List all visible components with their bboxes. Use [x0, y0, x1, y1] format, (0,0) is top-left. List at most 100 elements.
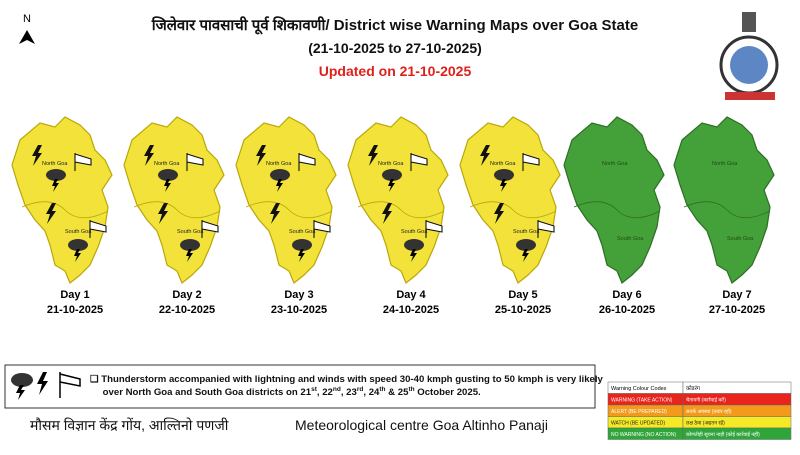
- state-outline: [673, 116, 775, 284]
- cloud-bolt: [410, 249, 417, 262]
- district-label: North Goa: [378, 161, 404, 167]
- legend-box: [4, 364, 596, 409]
- lightning-icon: [382, 203, 392, 224]
- cloud-icon: [404, 239, 424, 251]
- updated: Updated on 21-10-2025: [319, 63, 472, 79]
- day-label: Day 7: [722, 289, 751, 301]
- title: जिलेवार पावसाची पूर्व शिकावणी/ District …: [151, 16, 639, 35]
- code-local: सतर्क अवस्था (तयार रहो): [686, 408, 732, 415]
- windsock-icon: [522, 153, 540, 171]
- legend-segment: , 24: [363, 387, 380, 398]
- district-boundary: [469, 201, 557, 219]
- legend-segment: October 2025.: [415, 387, 481, 398]
- legend-segment: , 22: [317, 387, 333, 398]
- cloud-bolt: [500, 179, 507, 192]
- legend-sup: th: [379, 386, 385, 393]
- cloud-icon: [68, 239, 88, 251]
- state-outline: [123, 116, 225, 284]
- district-boundary: [133, 201, 221, 219]
- code-cell: [682, 427, 792, 440]
- footer-hindi: मौसम विज्ञान केंद्र गोंय, आल्तिनो पणजी: [30, 417, 229, 433]
- district-map: North Goa South Goa: [235, 116, 337, 284]
- district-boundary: [357, 201, 445, 219]
- emblem-top: [742, 12, 756, 32]
- district-label: South Goa: [177, 229, 204, 235]
- district-label: North Goa: [602, 161, 628, 167]
- period: (21-10-2025 to 27-10-2025): [308, 40, 482, 56]
- day-label: Day 6: [612, 289, 641, 301]
- legend-line: ❑ Thunderstorm accompanied with lightnin…: [90, 374, 604, 385]
- cloud-icon: [180, 239, 200, 251]
- emblem-ribbon: [725, 92, 775, 100]
- legend-sup: rd: [357, 386, 364, 393]
- lightning-icon: [46, 203, 56, 224]
- district-boundary: [245, 201, 333, 219]
- north-label: N: [23, 13, 31, 25]
- legend-sup: nd: [333, 386, 341, 393]
- footer-english: Meteorological centre Goa Altinho Panaji: [295, 417, 548, 433]
- state-outline: [11, 116, 113, 284]
- state-outline: [347, 116, 449, 284]
- district-label: South Goa: [727, 236, 754, 242]
- legend-segment: & 25: [386, 387, 410, 398]
- code-header: Warning Colour Codes: [611, 386, 667, 392]
- cloud-icon: [158, 169, 178, 181]
- code-label: ALERT (BE PREPARED): [611, 409, 667, 415]
- legend-sup: th: [408, 386, 414, 393]
- windsock-icon: [74, 153, 92, 171]
- cloud-bolt: [298, 249, 305, 262]
- district-label: South Goa: [617, 236, 644, 242]
- north-arrow: N: [19, 13, 35, 44]
- district-map: North Goa South Goa: [459, 116, 561, 284]
- cloud-icon: [46, 169, 66, 181]
- cloud-bolt: [522, 249, 529, 262]
- windsock-icon: [537, 220, 555, 238]
- legend-text: ❑ Thunderstorm accompanied with lightnin…: [90, 374, 604, 398]
- legend-bolt: [16, 385, 25, 400]
- state-outline: [235, 116, 337, 284]
- cloud-bolt: [74, 249, 81, 262]
- code-label: WATCH (BE UPDATED): [611, 421, 665, 427]
- date-label: 24-10-2025: [383, 304, 439, 316]
- legend-lightning: [37, 372, 48, 395]
- legend-segment: , 23: [341, 387, 357, 398]
- legend-line: over North Goa and South Goa districts o…: [100, 387, 312, 398]
- lightning-icon: [270, 203, 280, 224]
- windsock-icon: [298, 153, 316, 171]
- district-map: North Goa South Goa: [563, 116, 665, 284]
- district-map: North Goa South Goa: [673, 116, 775, 284]
- day-label: Day 4: [396, 289, 426, 301]
- windsock-icon: [89, 220, 107, 238]
- district-label: South Goa: [513, 229, 540, 235]
- date-label: 22-10-2025: [159, 304, 215, 316]
- legend-icons: [11, 372, 81, 400]
- day-label: Day 5: [508, 289, 537, 301]
- date-label: 27-10-2025: [709, 304, 765, 316]
- day-label: Day 3: [284, 289, 313, 301]
- code-label: NO WARNING (NO ACTION): [611, 432, 676, 438]
- code-local: चेतावनी (कार्रवाई करें): [686, 397, 726, 404]
- windsock-icon: [410, 153, 428, 171]
- district-map: North Goa South Goa: [347, 116, 449, 284]
- code-header: कोडरंग: [686, 385, 701, 392]
- district-boundary: [573, 201, 661, 219]
- lightning-icon: [144, 145, 154, 166]
- district-boundary: [683, 201, 771, 219]
- lightning-icon: [480, 145, 490, 166]
- day-label: Day 1: [60, 289, 89, 301]
- date-label: 25-10-2025: [495, 304, 551, 316]
- legend-windsock: [59, 372, 81, 398]
- district-label: South Goa: [401, 229, 428, 235]
- district-label: North Goa: [712, 161, 738, 167]
- cloud-bolt: [276, 179, 283, 192]
- district-label: North Goa: [266, 161, 292, 167]
- lightning-icon: [158, 203, 168, 224]
- windsock-icon: [201, 220, 219, 238]
- colour-code-table: Warning Colour Codes कोडरंग WARNING (TAKE …: [607, 381, 792, 440]
- district-label: North Goa: [154, 161, 180, 167]
- cloud-icon: [292, 239, 312, 251]
- district-label: South Goa: [65, 229, 92, 235]
- cloud-icon: [270, 169, 290, 181]
